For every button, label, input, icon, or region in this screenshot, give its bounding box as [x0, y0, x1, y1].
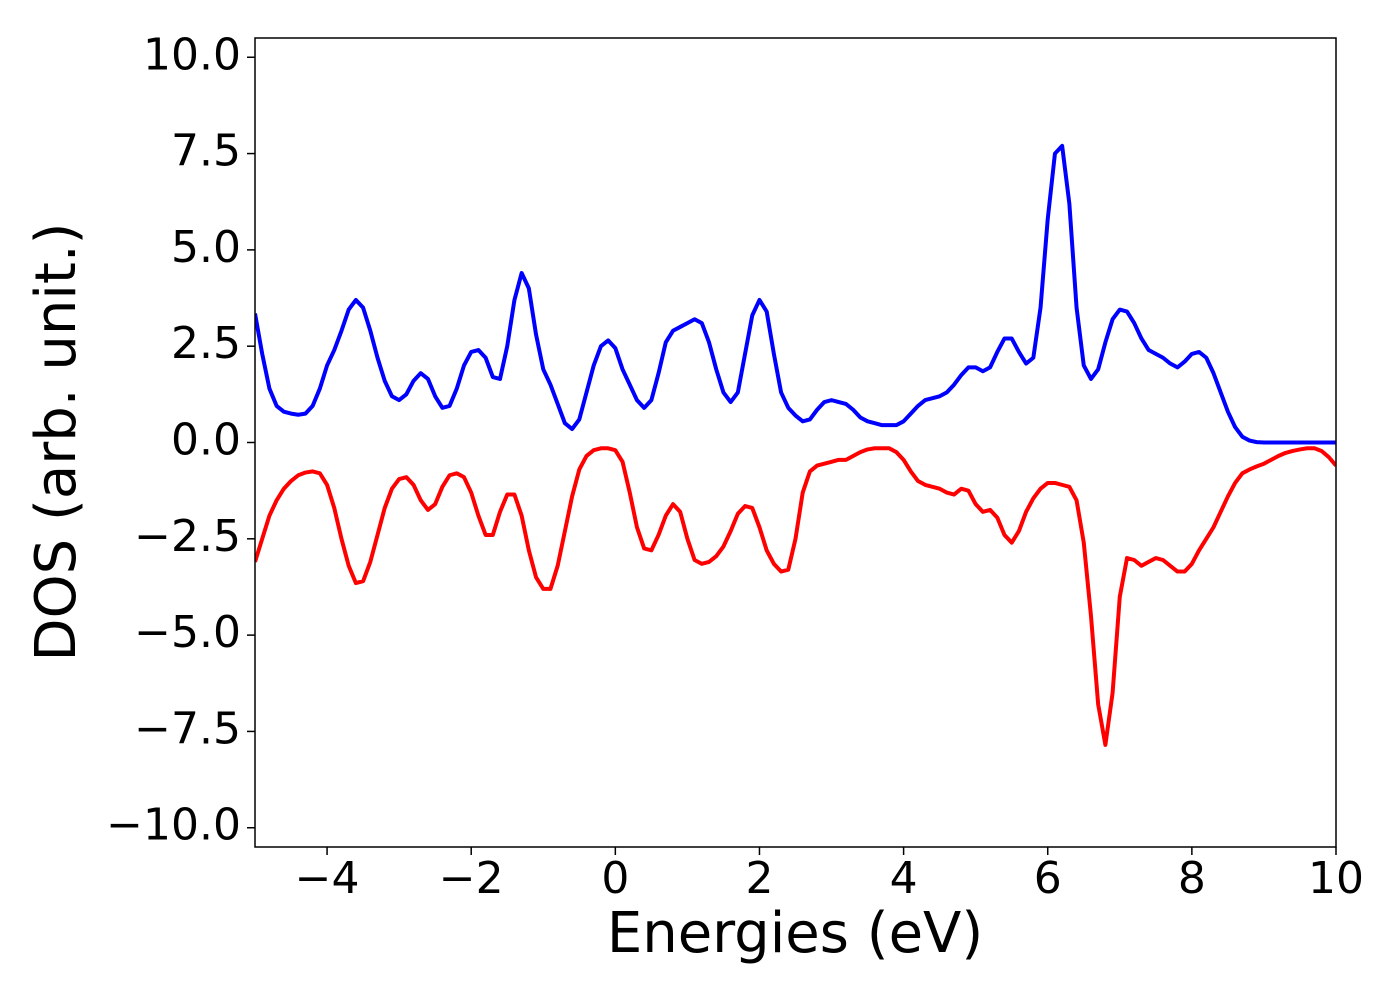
y-tick-label: 10.0 [143, 29, 241, 80]
x-tick-label: −2 [439, 853, 504, 904]
y-tick-label: 7.5 [171, 126, 241, 177]
line-series [255, 446, 1336, 747]
x-tick-label: 8 [1178, 853, 1206, 904]
x-axis-label: Energies (eV) [607, 901, 983, 966]
y-tick-label: −7.5 [134, 703, 241, 754]
line-series [255, 143, 1336, 445]
y-axis-label: DOS (arb. unit.) [24, 222, 89, 661]
x-tick-label: 2 [745, 853, 773, 904]
y-tick-label: −10.0 [106, 800, 241, 851]
y-tick-label: 2.5 [171, 318, 241, 369]
y-tick-label: −5.0 [134, 607, 241, 658]
x-tick-label: 10 [1308, 853, 1364, 904]
y-tick-label: 5.0 [171, 222, 241, 273]
y-tick-label: −2.5 [134, 511, 241, 562]
x-tick-label: −4 [295, 853, 360, 904]
plot-frame [254, 37, 1337, 848]
x-tick-label: 4 [890, 853, 918, 904]
x-tick-label: 6 [1034, 853, 1062, 904]
y-tick-label: 0.0 [171, 415, 241, 466]
x-tick-label: 0 [601, 853, 629, 904]
